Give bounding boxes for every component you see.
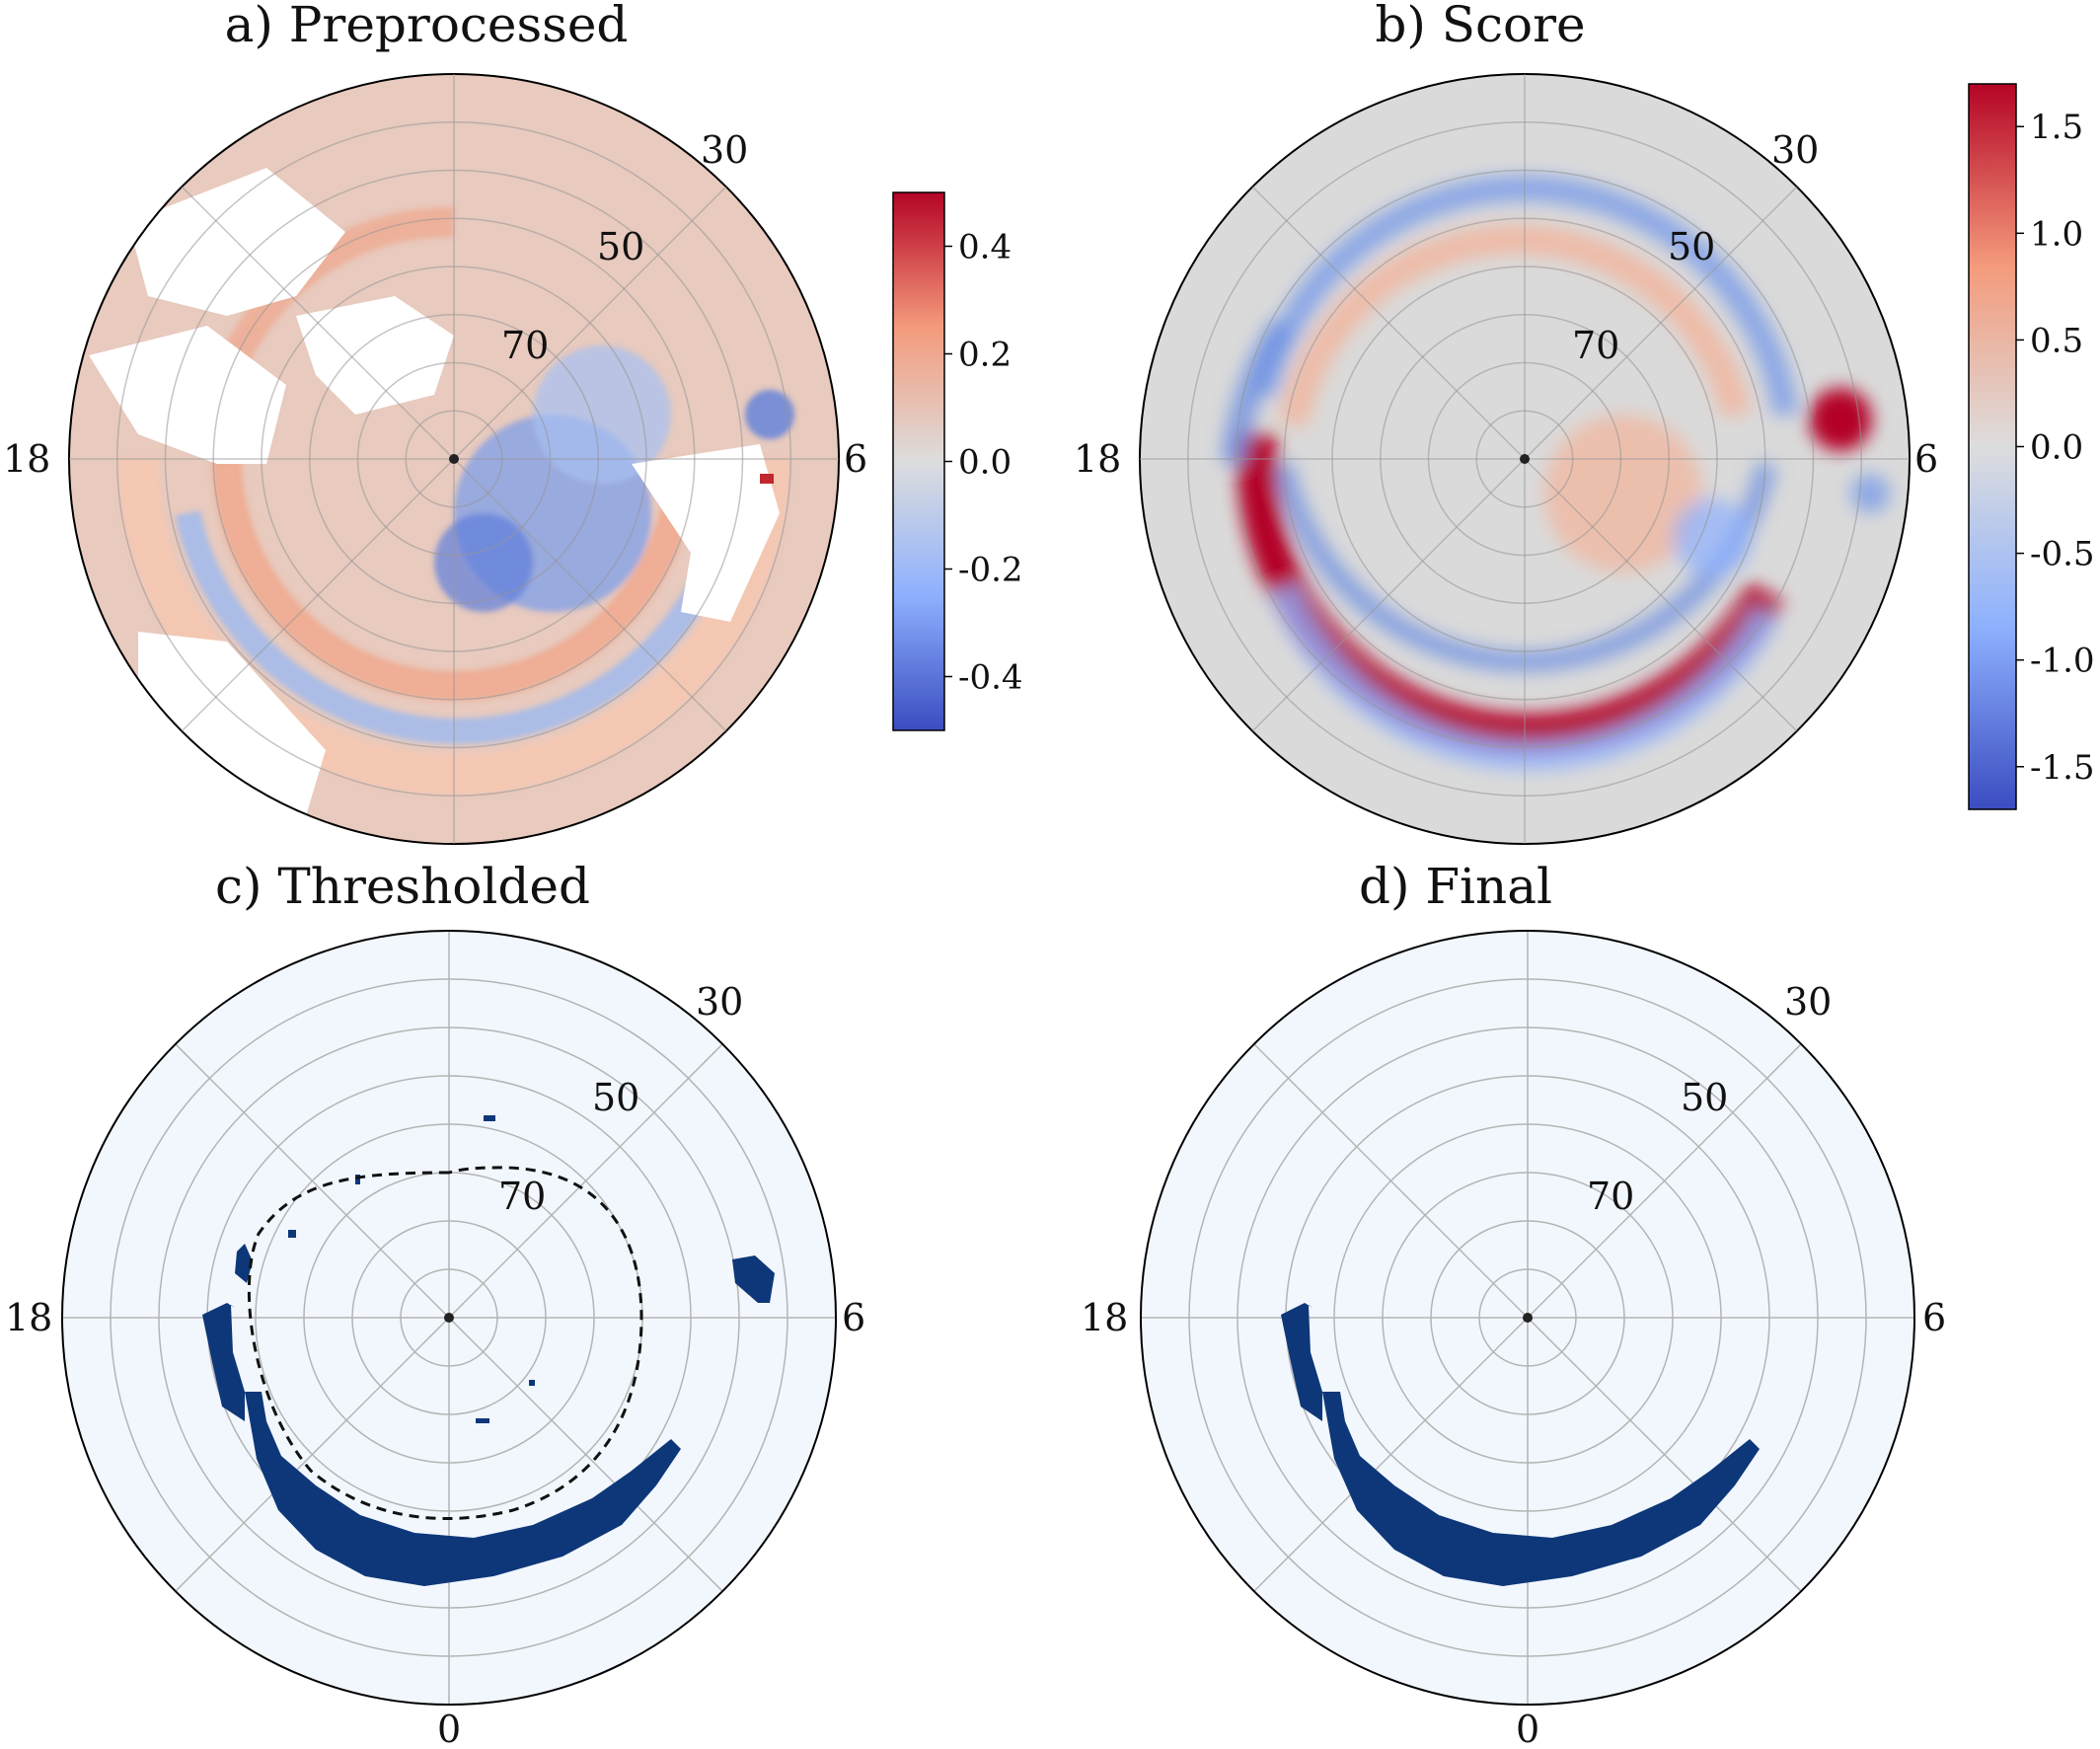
panel-b-grid	[1140, 74, 1910, 844]
panel-c-ring-label-30: 30	[696, 980, 743, 1024]
panel-b-mlt-18: 18	[1074, 437, 1121, 481]
panel-a-colorbar-ticks: 0.4 0.2 0.0 -0.2 -0.4	[944, 228, 1023, 698]
colorbar-tick-label: 1.0	[2030, 214, 2083, 254]
panel-a: 30 50 70 18 6 0.4 0.2 0.0 -0.2 -0.4	[3, 73, 1023, 845]
panel-c-ring-label-50: 50	[592, 1076, 639, 1119]
colorbar-tick-label: -1.5	[2030, 748, 2095, 788]
pole-marker	[444, 1313, 454, 1323]
colorbar-tick-label: 0.0	[2030, 428, 2083, 468]
grid-spoke	[1527, 1043, 1802, 1319]
panel-b-ring-label-50: 50	[1668, 225, 1715, 268]
grid-spoke	[1253, 1043, 1529, 1319]
panel-a-title: a) Preprocessed	[225, 0, 629, 53]
panel-a-ring-label-50: 50	[597, 225, 644, 268]
panel-d: 30 50 70 18 6 0	[1081, 930, 1946, 1749]
panel-c-mask	[202, 1115, 775, 1586]
panel-b-colorbar-ticks: 1.5 1.0 0.5 0.0 -0.5 -1.0 -1.5	[2016, 108, 2095, 788]
grid-spoke	[175, 1317, 450, 1592]
panel-d-ring-label-50: 50	[1681, 1076, 1728, 1119]
panel-c: 30 50 70 18 6 0	[5, 930, 865, 1749]
colorbar-tick-label: 0.0	[958, 443, 1012, 483]
colorbar-tick-label: -0.5	[2030, 535, 2095, 574]
panel-a-ring-label-30: 30	[701, 128, 748, 172]
panel-b-mlt-6: 6	[1914, 437, 1938, 481]
colorbar-tick-label: -0.4	[958, 658, 1023, 698]
panel-d-title: d) Final	[1359, 858, 1552, 915]
panel-d-mlt-0: 0	[1516, 1708, 1539, 1749]
panel-d-mask	[1281, 1303, 1760, 1586]
colorbar-tick-label: 0.5	[2030, 321, 2083, 360]
panel-b-ring-label-70: 70	[1572, 324, 1619, 367]
grid-spoke	[453, 458, 727, 732]
panel-c-dashed-contour	[247, 1166, 643, 1520]
panel-c-mlt-18: 18	[5, 1296, 52, 1339]
panel-d-ring-label-70: 70	[1587, 1175, 1634, 1218]
grid-spoke	[1251, 186, 1526, 460]
pole-marker	[449, 454, 459, 464]
panel-a-grid	[69, 74, 839, 844]
panel-c-mlt-6: 6	[842, 1296, 865, 1339]
pole-marker	[1523, 1313, 1533, 1323]
panel-c-grid	[62, 931, 836, 1705]
panel-d-ring-label-30: 30	[1784, 980, 1832, 1024]
colorbar-tick-label: -1.0	[2030, 642, 2095, 681]
grid-spoke	[1524, 458, 1798, 732]
grid-spoke	[453, 186, 727, 460]
grid-spoke	[181, 458, 455, 732]
panel-a-mlt-18: 18	[3, 437, 50, 481]
grid-spoke	[175, 1043, 450, 1319]
panel-a-colorbar	[892, 191, 945, 731]
grid-spoke	[1524, 186, 1798, 460]
panel-c-mlt-0: 0	[437, 1708, 461, 1749]
colorbar-tick-label: -0.2	[958, 551, 1023, 590]
colorbar-tick-label: 0.2	[958, 336, 1012, 375]
panel-a-ring-label-70: 70	[501, 324, 549, 367]
panel-b-colorbar	[1968, 83, 2017, 810]
grid-spoke	[1251, 458, 1526, 732]
panel-c-title: c) Thresholded	[215, 858, 590, 915]
colorbar-tick-label: 1.5	[2030, 108, 2083, 147]
pole-marker	[1520, 454, 1530, 464]
panel-b-title: b) Score	[1375, 0, 1585, 53]
panel-d-mlt-18: 18	[1081, 1296, 1128, 1339]
panel-a-mlt-6: 6	[844, 437, 867, 481]
panel-d-grid	[1141, 931, 1914, 1705]
panel-d-mlt-6: 6	[1922, 1296, 1946, 1339]
colorbar-tick-label: 0.4	[958, 228, 1012, 267]
panel-b-ring-label-30: 30	[1771, 128, 1819, 172]
grid-spoke	[1527, 1317, 1802, 1592]
grid-spoke	[448, 1043, 723, 1319]
grid-spoke	[1253, 1317, 1529, 1592]
grid-spoke	[181, 186, 455, 460]
panel-b: 30 50 70 18 6 1.5 1.0 0.5 0.0 -0.5 -1.0 -1.5	[1074, 73, 2095, 845]
grid-spoke	[448, 1317, 723, 1592]
panel-c-ring-label-70: 70	[498, 1175, 546, 1218]
